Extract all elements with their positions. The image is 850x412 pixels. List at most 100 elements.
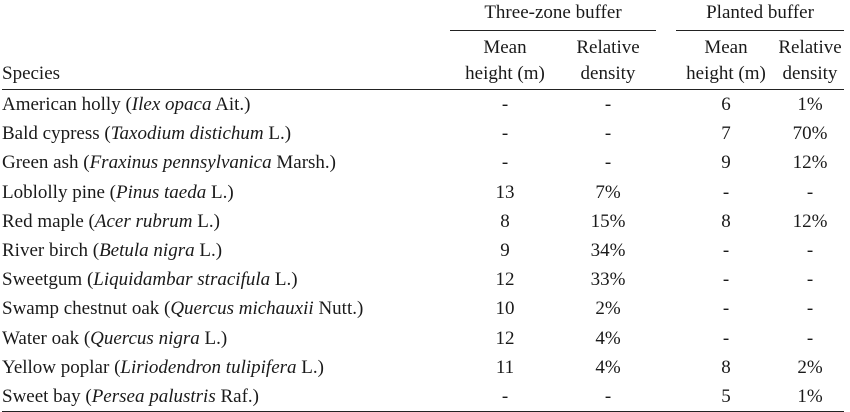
authority: L.)	[194, 240, 223, 262]
authority: Nutt.)	[313, 298, 364, 320]
common-name: Sweetgum (	[2, 269, 94, 291]
tz-relative-density-cell: 4%	[595, 356, 621, 378]
pb-mean-height-cell: 8	[721, 356, 731, 378]
scientific-name: Quercus michauxii	[170, 298, 314, 320]
scientific-name: Liriodendron tulipifera	[120, 356, 297, 378]
scientific-name: Liquidambar stracifula	[93, 269, 271, 291]
tz-relative-density-cell: 34%	[590, 240, 626, 262]
table-row: Water oak (Quercus nigra L.) 12 4% - -	[2, 324, 844, 353]
pb-relative-density-cell: 12%	[792, 210, 828, 232]
pb-mean-height-line2: height (m)	[686, 63, 766, 84]
tz-relative-density-cell: 4%	[595, 327, 621, 349]
authority: Raf.)	[215, 385, 259, 407]
gap-cell	[656, 294, 676, 323]
pb-relative-density-cell: -	[806, 327, 814, 349]
gap-cell	[656, 381, 676, 412]
tz-mean-height-cell: 9	[500, 240, 510, 262]
pb-relative-density-line1: Relative	[778, 37, 842, 58]
common-name: Loblolly pine (	[2, 181, 116, 203]
pb-relative-density-cell: -	[806, 240, 814, 262]
tz-relative-density-header: Relative density	[560, 30, 656, 90]
common-name: River birch (	[2, 240, 100, 262]
pb-mean-height-cell: 8	[721, 210, 731, 232]
common-name: Sweet bay (	[2, 385, 92, 407]
table-body: American holly (Ilex opaca Ait.) - -6 1% Bal…	[2, 90, 844, 412]
pb-mean-height-cell: -	[722, 327, 730, 349]
table-row: American holly (Ilex opaca Ait.) - - 6 1%	[2, 90, 844, 120]
planted-buffer-header: Planted buffer	[676, 0, 844, 31]
gap-cell	[656, 265, 676, 294]
gap-cell	[656, 148, 676, 177]
gap-cell	[656, 207, 676, 236]
tz-mean-height-cell: -	[501, 94, 509, 116]
scientific-name: Quercus nigra	[90, 327, 200, 349]
species-name-cell: Loblolly pine (Pinus taeda L.)	[2, 178, 450, 207]
authority: L.)	[206, 181, 234, 203]
scientific-name: Pinus taeda	[115, 181, 207, 203]
species-name-cell: American holly (Ilex opaca Ait.)	[2, 90, 450, 120]
three-zone-buffer-label: Three-zone buffer	[484, 2, 622, 23]
tz-mean-height-cell: 13	[495, 181, 515, 203]
empty-header-cell	[2, 0, 450, 31]
pb-mean-height-header: Mean height (m)	[676, 30, 776, 90]
tz-mean-height-header: Mean height (m)	[450, 30, 560, 90]
tz-mean-height-cell: 10	[495, 298, 515, 320]
gap-cell	[656, 236, 676, 265]
table-row: River birch (Betula nigra L.) 9 34% - -	[2, 236, 844, 265]
scientific-name: Ilex opaca	[131, 94, 212, 116]
pb-relative-density-header: Relative density	[776, 30, 844, 90]
header-gap	[656, 0, 676, 31]
authority: Ait.)	[211, 94, 251, 116]
species-name-cell: River birch (Betula nigra L.)	[2, 236, 450, 265]
tz-mean-height-line2: height (m)	[465, 63, 545, 84]
species-name-cell: Green ash (Fraxinus pennsylvanica Marsh.…	[2, 148, 450, 177]
scientific-name: Persea palustris	[91, 385, 216, 407]
sub-header-row: Species Mean height (m) Relative density…	[2, 30, 844, 90]
table-row: Yellow poplar (Liriodendron tulipifera L…	[2, 353, 844, 382]
species-name-cell: Sweetgum (Liquidambar stracifula L.)	[2, 265, 450, 294]
tz-mean-height-cell: -	[450, 381, 560, 412]
authority: L.)	[270, 269, 298, 291]
group-header-row: Three-zone buffer Planted buffer	[2, 0, 844, 31]
table-row: Swamp chestnut oak (Quercus michauxii Nu…	[2, 294, 844, 323]
pb-relative-density-line2: density	[782, 63, 838, 84]
three-zone-buffer-header: Three-zone buffer	[450, 0, 656, 31]
pb-mean-height-cell: 9	[721, 152, 731, 174]
table-row: Sweet bay (Persea palustris Raf.) - -5 1%	[2, 381, 844, 412]
scientific-name: Betula nigra	[99, 240, 195, 262]
table-row: Loblolly pine (Pinus taeda L.) 13 7% - -	[2, 178, 844, 207]
tz-relative-density-cell: 2%	[595, 298, 621, 320]
pb-mean-height-cell: -	[722, 298, 730, 320]
gap-cell	[656, 90, 676, 120]
species-name-cell: Bald cypress (Taxodium distichum L.)	[2, 119, 450, 148]
authority: L.)	[263, 123, 292, 145]
tz-relative-density-cell: -	[604, 94, 612, 116]
tz-relative-density-cell: 15%	[590, 210, 626, 232]
common-name: American holly (	[2, 94, 132, 116]
scientific-name: Fraxinus pennsylvanica	[89, 152, 272, 174]
pb-mean-height-line1: Mean	[704, 37, 748, 58]
tz-mean-height-cell: -	[501, 123, 509, 145]
sub-header-gap	[656, 30, 676, 90]
tz-relative-density-line1: Relative	[576, 37, 640, 58]
gap-cell	[656, 353, 676, 382]
species-name-cell: Red maple (Acer rubrum L.)	[2, 207, 450, 236]
pb-relative-density-cell: -	[806, 269, 814, 291]
table-row: Red maple (Acer rubrum L.) 8 15% 8 12%	[2, 207, 844, 236]
common-name: Bald cypress (	[2, 123, 111, 145]
species-name-cell: Yellow poplar (Liriodendron tulipifera L…	[2, 353, 450, 382]
pb-mean-height-cell: 7	[721, 123, 731, 145]
species-header: Species	[2, 30, 450, 90]
tz-mean-height-cell: 8	[500, 210, 510, 232]
pb-relative-density-cell: 70%	[792, 123, 828, 145]
tz-mean-height-cell: 12	[495, 327, 515, 349]
planted-buffer-label: Planted buffer	[706, 2, 814, 23]
gap-cell	[656, 119, 676, 148]
authority: L.)	[296, 356, 324, 378]
tz-mean-height-cell: 11	[495, 356, 515, 378]
common-name: Red maple (	[2, 210, 95, 232]
authority: Marsh.)	[271, 152, 337, 174]
pb-relative-density-cell: 2%	[797, 356, 823, 378]
common-name: Yellow poplar (	[2, 356, 121, 378]
